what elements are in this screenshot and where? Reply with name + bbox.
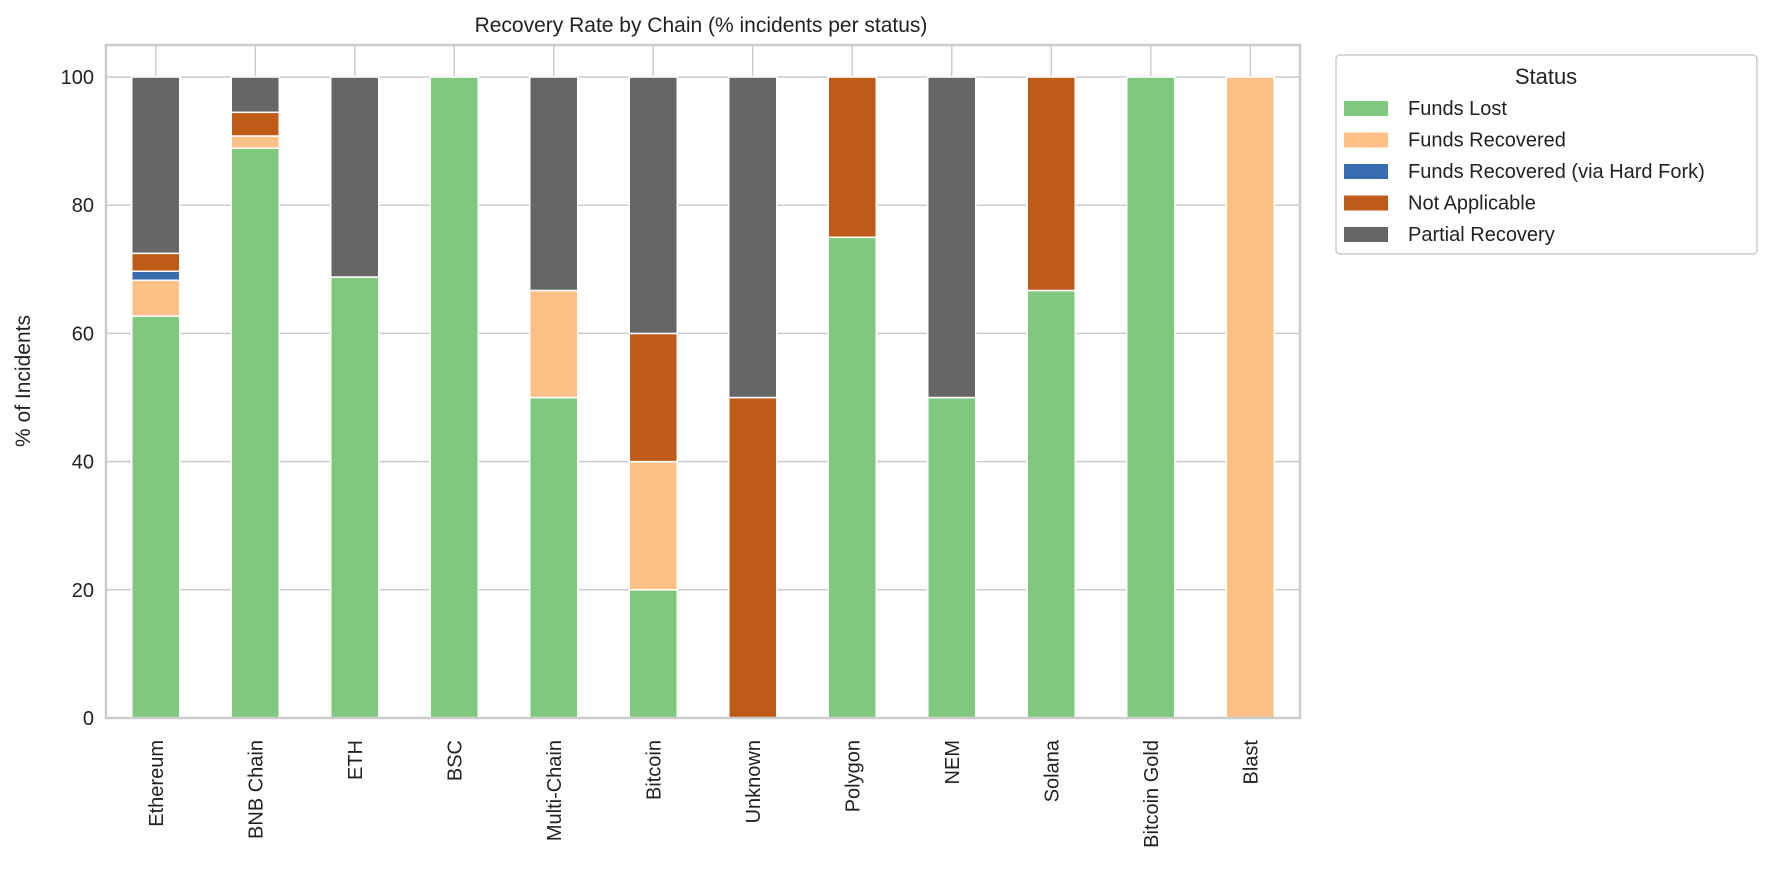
y-axis-label: % of Incidents (12, 315, 35, 447)
bar-segment-bitcoin-not-applicable (628, 332, 678, 463)
bars (131, 76, 1275, 719)
bar-segment-nem-funds-lost (927, 396, 977, 719)
legend-label: Not Applicable (1408, 193, 1536, 215)
bar-segment-solana-funds-lost (1026, 289, 1076, 719)
x-tick-label: Bitcoin (643, 740, 665, 800)
y-tick-label: 40 (72, 452, 94, 474)
bar-segment-ethereum-funds-recovered-via-hard-fork (131, 270, 181, 281)
bar-segment-bitcoin-funds-recovered (628, 460, 678, 591)
bar-segment-polygon-not-applicable (827, 76, 877, 239)
bar-segment-eth-funds-lost (330, 276, 380, 719)
y-tick-label: 20 (72, 580, 94, 602)
x-tick-label: NEM (942, 740, 964, 784)
bar-segment-nem-partial-recovery (927, 76, 977, 399)
bar-segment-bitcoin-partial-recovery (628, 76, 678, 335)
bar-segment-bitcoin-funds-lost (628, 589, 678, 719)
x-tick-label: Bitcoin Gold (1141, 740, 1163, 848)
x-tick-label: Unknown (743, 740, 765, 823)
legend-swatch-funds-recovered-via-hard-fork (1344, 164, 1388, 179)
x-tick-label: ETH (345, 740, 367, 780)
x-tick-label: BNB Chain (245, 740, 267, 839)
bar-segment-bnb-chain-partial-recovery (230, 76, 280, 114)
bar-segment-bsc-funds-lost (429, 76, 479, 719)
chart-title: Recovery Rate by Chain (% incidents per … (475, 14, 928, 37)
y-tick-label: 0 (83, 708, 94, 730)
bar-segment-solana-not-applicable (1026, 76, 1076, 292)
bar-segment-blast-funds-recovered (1225, 76, 1275, 719)
y-tick-label: 80 (72, 195, 94, 217)
bar-segment-multi-chain-funds-recovered (529, 289, 579, 399)
x-tick-label: BSC (444, 740, 466, 781)
bar-segment-multi-chain-funds-lost (529, 396, 579, 719)
x-tick-label: Ethereum (146, 740, 168, 827)
legend-swatch-funds-lost (1344, 101, 1388, 116)
legend-label: Funds Recovered (1408, 130, 1566, 152)
legend-frame (1335, 54, 1758, 255)
x-tick-label: Polygon (842, 740, 864, 812)
bar-segment-multi-chain-partial-recovery (529, 76, 579, 292)
plot-frame (104, 43, 1302, 720)
bar-segment-ethereum-funds-lost (131, 315, 181, 719)
bar-segment-unknown-partial-recovery (728, 76, 778, 399)
legend-label: Funds Lost (1408, 98, 1507, 120)
y-tick-label: 100 (61, 67, 94, 89)
x-tick-label: Blast (1240, 740, 1262, 785)
x-tick-label: Multi-Chain (544, 740, 566, 841)
legend: Status Funds Lost Funds Recovered Funds Re… (1335, 54, 1758, 255)
legend-label: Funds Recovered (via Hard Fork) (1408, 161, 1705, 183)
y-tick-label: 60 (72, 323, 94, 345)
legend-swatch-funds-recovered (1344, 132, 1388, 148)
gridlines (106, 45, 1300, 719)
bar-segment-bnb-chain-funds-recovered (230, 135, 280, 149)
bar-segment-ethereum-not-applicable (131, 252, 181, 273)
bar-segment-unknown-not-applicable (728, 396, 778, 719)
x-tick-label: Solana (1041, 739, 1063, 802)
bar-segment-ethereum-partial-recovery (131, 76, 181, 255)
bar-segment-ethereum-funds-recovered (131, 279, 181, 317)
bar-segment-bnb-chain-not-applicable (230, 111, 280, 137)
legend-swatch-not-applicable (1344, 195, 1388, 211)
legend-title: Status (1515, 64, 1577, 89)
axes: 0 20 40 60 80 100 Ethereum BNB Chain ETH BSC Multi… (61, 43, 1302, 848)
bar-segment-polygon-funds-lost (827, 236, 877, 719)
bar-segment-bitcoin-gold-funds-lost (1126, 76, 1176, 719)
legend-label: Partial Recovery (1408, 224, 1555, 246)
bar-segment-eth-partial-recovery (330, 76, 380, 278)
legend-swatch-partial-recovery (1344, 227, 1388, 242)
bar-segment-bnb-chain-funds-lost (230, 147, 280, 719)
